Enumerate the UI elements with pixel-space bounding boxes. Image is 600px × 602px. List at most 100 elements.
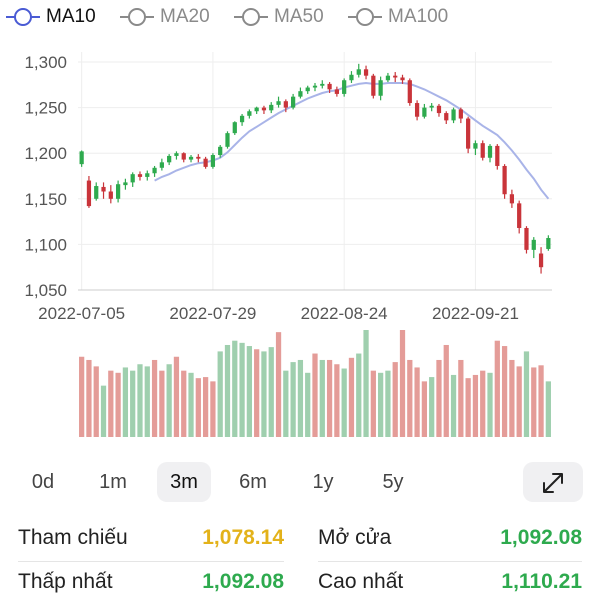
volume-bar xyxy=(239,342,245,437)
volume-bar xyxy=(407,359,413,437)
candle-body xyxy=(298,91,303,97)
candle-body xyxy=(495,145,500,166)
candle-body xyxy=(174,153,179,156)
volume-bar xyxy=(130,370,136,437)
range-1y[interactable]: 1y xyxy=(312,471,334,493)
volume-bar xyxy=(341,368,347,437)
candle-body xyxy=(517,203,522,228)
stats-row-2: Thấp nhất 1,092.08 Cao nhất 1,110.21 xyxy=(0,562,600,602)
candle-body xyxy=(349,74,354,81)
candle-body xyxy=(393,75,398,78)
candle-body xyxy=(378,80,383,96)
candle-body xyxy=(342,80,347,94)
candle-body xyxy=(400,77,405,81)
ma10-line xyxy=(154,81,550,200)
volume-bar xyxy=(224,344,231,437)
volume-bar xyxy=(429,377,435,437)
candle-body xyxy=(546,238,551,249)
range-5y[interactable]: 5y xyxy=(382,471,404,493)
candle-body xyxy=(86,180,92,207)
y-tick-label: 1,050 xyxy=(24,281,67,300)
candle-body xyxy=(509,194,515,204)
volume-bar xyxy=(509,359,515,437)
volume-bar xyxy=(356,353,362,437)
stats-row-1: Tham chiếu 1,078.14 Mở cửa 1,092.08 xyxy=(0,518,600,558)
volume-bar xyxy=(86,359,92,437)
range-6m[interactable]: 6m xyxy=(239,471,267,493)
candle-body xyxy=(254,107,259,112)
candle-body xyxy=(502,165,507,195)
volume-bar xyxy=(334,364,340,437)
candle-body xyxy=(305,87,310,92)
candle-body xyxy=(466,118,471,149)
volume-bar xyxy=(122,367,129,437)
legend-ma100-label: MA100 xyxy=(388,6,449,27)
price-stats: Tham chiếu 1,078.14 Mở cửa 1,092.08 Thấp… xyxy=(0,518,600,600)
candle-body xyxy=(436,105,442,114)
volume-bar xyxy=(275,332,282,437)
legend-ma50[interactable]: MA50 xyxy=(232,4,324,30)
low-value: 1,092.08 xyxy=(202,570,284,593)
candle-body xyxy=(269,104,274,111)
candle-body xyxy=(371,75,376,96)
candle-body xyxy=(356,69,361,75)
x-tick-label: 2022-07-05 xyxy=(38,304,125,323)
x-tick-label: 2022-07-29 xyxy=(169,304,256,323)
range-3m[interactable]: 3m xyxy=(157,462,211,502)
candle-body xyxy=(130,174,135,183)
candle-body xyxy=(123,182,128,186)
low-label: Thấp nhất xyxy=(18,570,113,593)
candle-body xyxy=(210,155,216,167)
volume-bar xyxy=(538,365,544,437)
candle-body xyxy=(79,151,84,165)
volume-bar xyxy=(188,372,194,437)
expand-chart-button[interactable] xyxy=(523,462,583,502)
volume-bar xyxy=(108,370,114,437)
x-tick-label: 2022-08-24 xyxy=(301,304,388,323)
candle-body xyxy=(429,105,434,108)
candle-body xyxy=(407,80,412,104)
stats-divider-left xyxy=(18,561,284,562)
candle-body xyxy=(108,191,113,199)
volume-bar xyxy=(458,359,464,437)
volume-bar xyxy=(363,330,369,437)
candle-body xyxy=(473,143,478,149)
candle-body xyxy=(451,109,456,121)
volume-bar xyxy=(202,377,209,437)
candle-body xyxy=(283,101,288,108)
candle-body xyxy=(94,186,99,199)
volume-bar xyxy=(501,346,508,437)
volume-bar xyxy=(326,359,333,437)
high-value: 1,110.21 xyxy=(501,570,582,593)
candle-body xyxy=(181,153,186,160)
candle-body xyxy=(247,111,252,116)
volume-bar xyxy=(480,370,486,437)
candle-body xyxy=(145,173,150,177)
volume-bar xyxy=(283,370,289,437)
candle-body xyxy=(276,101,281,105)
volume-bar xyxy=(151,359,158,437)
candle-body xyxy=(320,83,325,86)
volume-bar xyxy=(545,381,551,437)
legend-ma100-marker xyxy=(346,4,384,30)
candle-body xyxy=(225,133,230,147)
candle-body xyxy=(531,239,536,250)
legend-ma20-label: MA20 xyxy=(160,6,210,27)
candle-body xyxy=(101,186,106,192)
volume-bar xyxy=(232,340,238,437)
volume-bar xyxy=(261,351,267,437)
legend-ma50-marker xyxy=(232,4,270,30)
candle-body xyxy=(188,156,194,160)
range-1m[interactable]: 1m xyxy=(99,471,127,493)
legend-ma20[interactable]: MA20 xyxy=(118,4,210,30)
legend-ma100[interactable]: MA100 xyxy=(346,4,448,30)
legend-ma10-label: MA10 xyxy=(46,6,96,27)
candle-body xyxy=(115,184,121,199)
candlestick-chart[interactable]: 1,300 1,250 1,200 1,150 1,100 1,050 2022-07-05… xyxy=(0,34,600,444)
volume-bar xyxy=(144,366,150,437)
legend-ma10[interactable]: MA10 xyxy=(4,4,96,30)
volume-bar xyxy=(348,357,355,437)
ma-legend: MA10 MA20 MA50 MA100 xyxy=(0,0,600,34)
range-0d[interactable]: 0d xyxy=(31,471,55,493)
volume-bar xyxy=(166,364,172,437)
